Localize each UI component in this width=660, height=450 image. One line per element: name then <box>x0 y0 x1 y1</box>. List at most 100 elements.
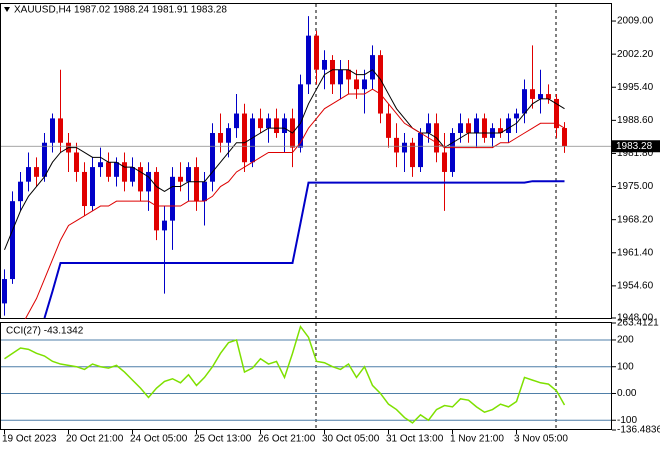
price-box <box>612 140 660 153</box>
candle-body <box>394 137 399 153</box>
indicator-line <box>4 324 566 424</box>
candle-body <box>106 162 111 177</box>
x-tick-label: 30 Oct 05:00 <box>322 434 380 445</box>
candle-body <box>530 89 535 99</box>
x-tick-label: 20 Oct 21:00 <box>66 434 124 445</box>
menu-arrow <box>4 7 10 12</box>
candle-body <box>162 220 167 231</box>
candle-body <box>186 167 191 182</box>
candle-body <box>426 123 431 134</box>
price-label: 1983.28 <box>616 141 653 152</box>
candle-body <box>154 171 159 231</box>
candle-body <box>282 118 287 134</box>
y-tick-label: 2002.20 <box>617 49 654 60</box>
candle-body <box>98 162 103 168</box>
candle-body <box>74 152 79 172</box>
candle-body <box>114 162 119 177</box>
y-tick-label: 1968.20 <box>617 214 654 225</box>
candle-body <box>554 98 559 129</box>
candle-body <box>234 113 239 129</box>
candle-body <box>10 201 15 280</box>
candle-body <box>274 118 279 134</box>
candle-body <box>378 55 383 114</box>
indicator-line <box>24 88 565 319</box>
candle-body <box>202 181 207 202</box>
candle-body <box>522 89 527 114</box>
x-tick-label: 25 Oct 13:00 <box>194 434 252 445</box>
candle-body <box>250 118 255 163</box>
x-tick-label: 24 Oct 05:00 <box>130 434 188 445</box>
candle-body <box>362 79 367 90</box>
candle-body <box>210 133 215 182</box>
candle-body <box>122 162 127 182</box>
candle-body <box>266 118 271 129</box>
main-plot <box>1 16 611 319</box>
candle-body <box>18 181 23 202</box>
candle-body <box>354 79 359 90</box>
y-tick-label: 263.4121 <box>617 318 659 329</box>
candle-body <box>458 123 463 134</box>
candle-body <box>506 118 511 134</box>
candle-body <box>170 176 175 221</box>
candle-body <box>218 133 223 143</box>
candle-body <box>546 94 551 99</box>
candle-body <box>346 69 351 80</box>
candle-body <box>450 133 455 172</box>
candle-body <box>330 59 335 85</box>
candle-body <box>194 167 199 202</box>
candle-body <box>242 113 247 163</box>
candle-body <box>82 171 87 207</box>
y-tick-label: 0.00 <box>617 388 637 399</box>
y-tick-label: 1961.40 <box>617 247 654 258</box>
candle-body <box>370 55 375 80</box>
candle-body <box>410 142 415 168</box>
candle-body <box>562 128 567 147</box>
candle-body <box>514 113 519 119</box>
candle-body <box>34 167 39 177</box>
y-tick-label: 1954.60 <box>617 281 654 292</box>
x-tick-label: 31 Oct 13:00 <box>386 434 444 445</box>
y-tick-label: -136.4836 <box>617 425 660 436</box>
candle-body <box>442 152 447 172</box>
candle-body <box>226 128 231 143</box>
candle-body <box>498 128 503 134</box>
candle-body <box>138 167 143 192</box>
x-tick-label: 26 Oct 21:00 <box>258 434 316 445</box>
candle-body <box>298 84 303 148</box>
indicator-line <box>4 69 565 251</box>
cci-panel <box>0 322 612 430</box>
candle-body <box>402 142 407 153</box>
candle-body <box>26 167 31 182</box>
y-tick-label: 1975.00 <box>617 181 654 192</box>
x-tick-label: 19 Oct 2023 <box>2 434 57 445</box>
candle-body <box>338 69 343 85</box>
y-tick-label: -100 <box>617 415 637 426</box>
candle-body <box>538 94 543 99</box>
candle-body <box>322 59 327 70</box>
candle-body <box>50 118 55 143</box>
indicator-title: CCI(27) -43.1342 <box>6 326 84 337</box>
y-tick-label: 1995.40 <box>617 82 654 93</box>
x-tick-label: 3 Nov 05:00 <box>514 434 568 445</box>
cci-plot <box>1 324 611 424</box>
candle-body <box>146 171 151 192</box>
indicator-line <box>43 180 565 319</box>
candle-body <box>386 113 391 138</box>
candle-body <box>178 176 183 182</box>
axes: 2009.00 2002.20 1995.40 1988.60 1981.80 1975.… <box>2 16 660 445</box>
y-tick-label: 1948.00 <box>617 313 654 324</box>
candle-body <box>130 167 135 182</box>
candle-body <box>482 118 487 138</box>
candle-body <box>258 118 263 129</box>
x-tick-label: 1 Nov 21:00 <box>450 434 504 445</box>
y-tick-label: 1988.60 <box>617 115 654 126</box>
chart-title: XAUUSD,H4 1987.02 1988.24 1981.91 1983.2… <box>14 5 227 16</box>
y-tick-label: 1981.80 <box>617 148 654 159</box>
y-tick-label: 100 <box>617 361 634 372</box>
candle-body <box>2 279 7 304</box>
y-tick-label: 200 <box>617 335 634 346</box>
candle-body <box>42 142 47 177</box>
candle-body <box>58 118 63 143</box>
candle-body <box>90 167 95 207</box>
